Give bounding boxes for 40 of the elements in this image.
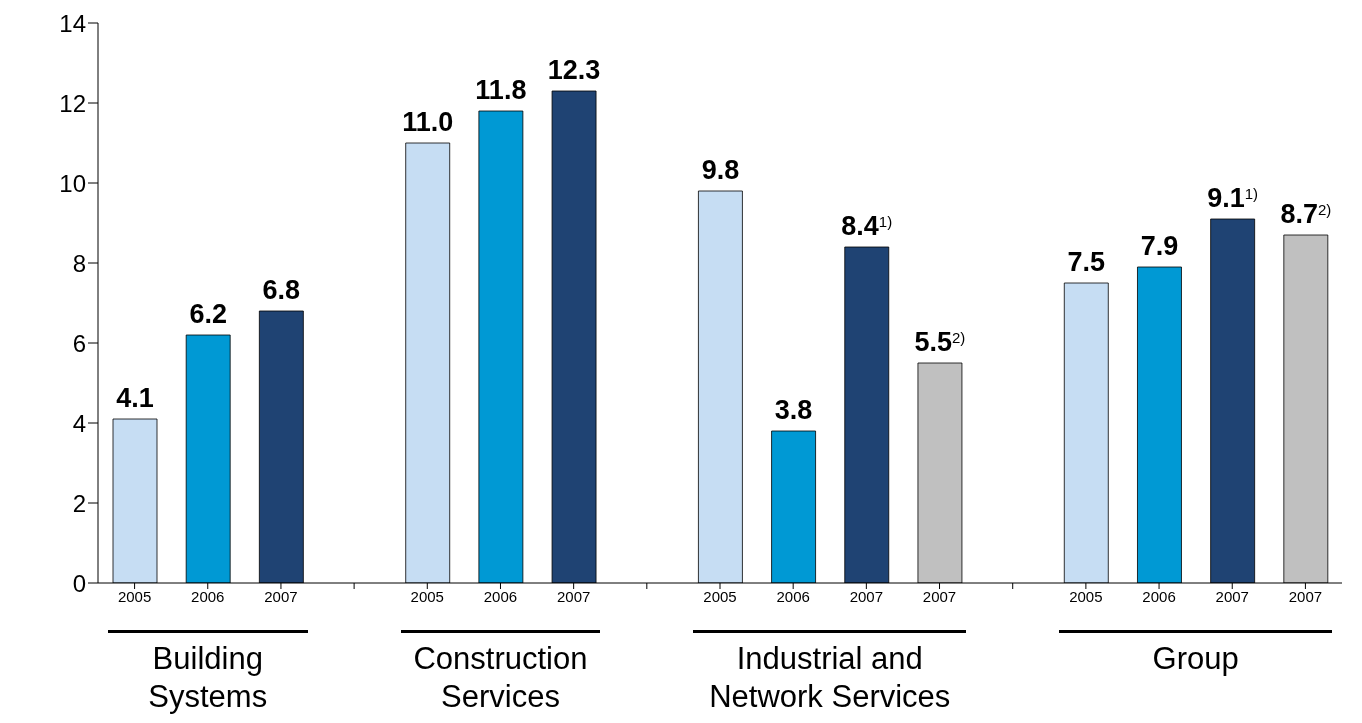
text: Group: [1151, 640, 1240, 678]
data-label: 8.4$^{1)}$: [841, 211, 893, 241]
y-tick-label: 0: [72, 569, 86, 597]
data-label: 11.0: [402, 107, 454, 137]
x-tick-label: 2007: [556, 587, 591, 605]
x-tick-label: 2007: [849, 587, 884, 605]
x-tick-label: 2007: [922, 587, 957, 605]
y-tick-label: 8: [72, 249, 86, 277]
x-tick-label: 2005: [703, 587, 737, 605]
data-label: 5.5$^{2)}$: [914, 327, 966, 357]
data-label: 4.1: [116, 383, 154, 413]
y-tick-label: 4: [72, 409, 86, 437]
x-tick-label: 2005: [410, 587, 444, 605]
data-label: 11.8: [475, 75, 527, 105]
x-tick-label: 2007: [1288, 587, 1323, 605]
y-tick-label: 10: [59, 169, 86, 197]
data-label: 6.8: [262, 275, 301, 305]
data-label: 8.7$^{2)}$: [1280, 199, 1332, 229]
x-tick-label: 2006: [776, 587, 810, 605]
data-label: 12.3: [547, 55, 601, 85]
text: Building Systems: [147, 640, 269, 716]
data-label: 9.1$^{1)}$: [1207, 183, 1259, 213]
data-label: 7.5: [1067, 247, 1106, 277]
y-tick-label: 6: [72, 329, 86, 357]
data-label: 6.2: [189, 299, 227, 329]
x-tick-label: 2007: [264, 587, 298, 605]
x-tick-label: 2006: [191, 587, 225, 605]
y-tick-label: 14: [59, 9, 86, 37]
x-tick-label: 2006: [1142, 587, 1176, 605]
x-tick-label: 2006: [483, 587, 518, 605]
text: Industrial and Network Services: [708, 640, 952, 716]
y-tick-label: 12: [59, 89, 86, 117]
x-tick-label: 2007: [1215, 587, 1249, 605]
x-tick-label: 2005: [117, 587, 152, 605]
text: Construction Services: [412, 640, 589, 716]
data-label: 7.9: [1140, 231, 1179, 261]
x-tick-label: 2005: [1069, 587, 1103, 605]
data-label: 9.8: [701, 155, 740, 185]
y-tick-label: 2: [72, 489, 86, 517]
data-label: 3.8: [774, 395, 813, 425]
